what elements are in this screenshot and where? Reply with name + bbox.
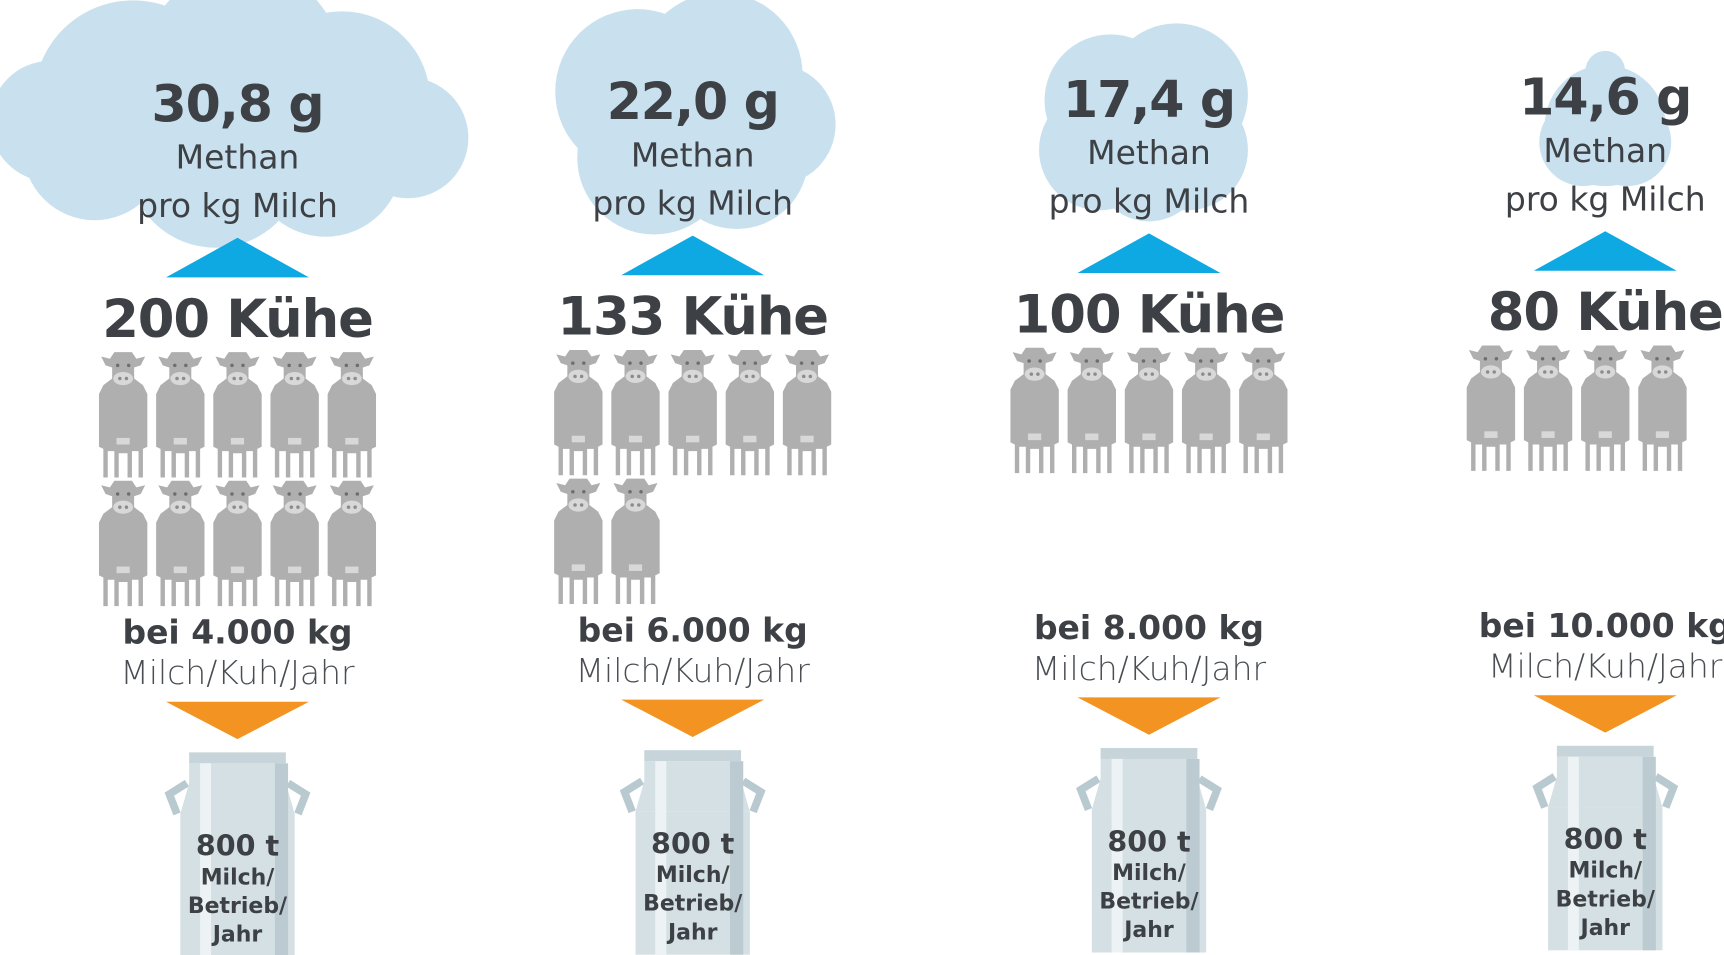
- methane-value: 17,4 g: [1063, 70, 1235, 129]
- cow-icon: [1125, 348, 1173, 473]
- cow-icon: [1182, 348, 1230, 473]
- cow-icon: [99, 352, 147, 477]
- cow-icon: [328, 352, 376, 477]
- can-value: 800 t: [651, 827, 734, 861]
- can-value: 800 t: [1564, 822, 1647, 856]
- methane-label: Methan: [631, 135, 755, 174]
- cow-icon: [1467, 346, 1515, 471]
- cow-count: 133 Kühe: [557, 287, 828, 348]
- can-value: 800 t: [196, 829, 279, 863]
- can-top: [1101, 748, 1198, 759]
- arrow-up: [1078, 233, 1221, 273]
- arrow-up: [621, 236, 764, 276]
- cow-icon: [554, 350, 602, 475]
- cow-icon: [611, 350, 659, 475]
- page: {"columns": [ {"methane": "30,8 g", "met…: [0, 0, 1724, 955]
- cow-icon: [783, 350, 831, 475]
- arrow-down: [1078, 697, 1221, 734]
- methane-unit: pro kg Milch: [592, 184, 793, 223]
- cow-icon: [156, 352, 204, 477]
- methane-unit: pro kg Milch: [1505, 179, 1706, 218]
- cow-icon: [726, 350, 774, 475]
- can-label: Betrieb/: [1556, 887, 1656, 912]
- methane-label: Methan: [176, 138, 300, 177]
- cow-icon: [1581, 346, 1629, 471]
- can-label: Milch/: [201, 865, 276, 890]
- cow-count: 200 Kühe: [102, 289, 373, 350]
- cow-count: 80 Kühe: [1488, 282, 1723, 343]
- can-label: Betrieb/: [188, 894, 288, 919]
- yield: bei 4.000 kg: [122, 613, 352, 652]
- can-top: [644, 750, 741, 761]
- cow-icon: [99, 481, 147, 606]
- can-label: Jahr: [1122, 918, 1174, 943]
- cow-icon: [156, 481, 204, 606]
- cow-icon: [1068, 348, 1116, 473]
- yield-unit: Milch/Kuh/Jahr: [1032, 649, 1267, 688]
- column: 22,0 g Methan pro kg Milch 133 Kühe bei 6.00…: [554, 0, 835, 955]
- yield-unit: Milch/Kuh/Jahr: [1488, 647, 1723, 686]
- cow-icon: [1010, 348, 1058, 473]
- methane-unit: pro kg Milch: [1049, 182, 1250, 221]
- yield-unit: Milch/Kuh/Jahr: [120, 653, 355, 692]
- cow-icon: [213, 481, 261, 606]
- cow-icon: [270, 352, 318, 477]
- arrow-up: [1534, 231, 1677, 271]
- cow-icon: [1239, 348, 1287, 473]
- cow-icon: [270, 481, 318, 606]
- yield: bei 8.000 kg: [1034, 608, 1264, 647]
- cow-count: 100 Kühe: [1014, 284, 1285, 345]
- cow-icon: [554, 479, 602, 604]
- methane-label: Methan: [1543, 131, 1667, 170]
- methane-value: 14,6 g: [1519, 68, 1691, 127]
- can-label: Milch/: [656, 863, 731, 888]
- can-label: Milch/: [1112, 861, 1187, 886]
- arrow-up: [166, 238, 309, 278]
- column: 17,4 g Methan pro kg Milch 100 Kühe bei 8.00…: [1010, 23, 1287, 952]
- cow-icon: [1524, 346, 1572, 471]
- can-top: [1557, 746, 1654, 757]
- arrow-down: [1534, 695, 1677, 732]
- column: 30,8 g Methan pro kg Milch 200 Kühe bei 4.00…: [0, 0, 468, 955]
- infographic: 30,8 g Methan pro kg Milch 200 Kühe bei 4.00…: [0, 0, 1724, 955]
- can-label: Betrieb/: [643, 892, 743, 917]
- can-label: Betrieb/: [1099, 890, 1199, 915]
- can-value: 800 t: [1107, 824, 1190, 858]
- cow-icon: [1638, 346, 1686, 471]
- cow-icon: [611, 479, 659, 604]
- methane-unit: pro kg Milch: [137, 186, 338, 225]
- methane-value: 22,0 g: [607, 72, 779, 131]
- yield: bei 10.000 kg: [1479, 606, 1724, 645]
- column: 14,6 g Methan pro kg Milch 80 Kühe bei 10.00…: [1467, 51, 1724, 950]
- yield: bei 6.000 kg: [578, 610, 808, 649]
- arrow-down: [166, 702, 309, 739]
- methane-value: 30,8 g: [152, 74, 324, 133]
- methane-label: Methan: [1087, 133, 1211, 172]
- can-label: Jahr: [1579, 916, 1631, 941]
- yield-unit: Milch/Kuh/Jahr: [576, 651, 811, 690]
- can-label: Jahr: [211, 922, 263, 947]
- cow-icon: [213, 352, 261, 477]
- can-label: Milch/: [1568, 859, 1643, 884]
- cow-icon: [668, 350, 716, 475]
- can-top: [189, 752, 286, 763]
- arrow-down: [621, 700, 764, 737]
- can-label: Jahr: [666, 920, 718, 945]
- cow-icon: [328, 481, 376, 606]
